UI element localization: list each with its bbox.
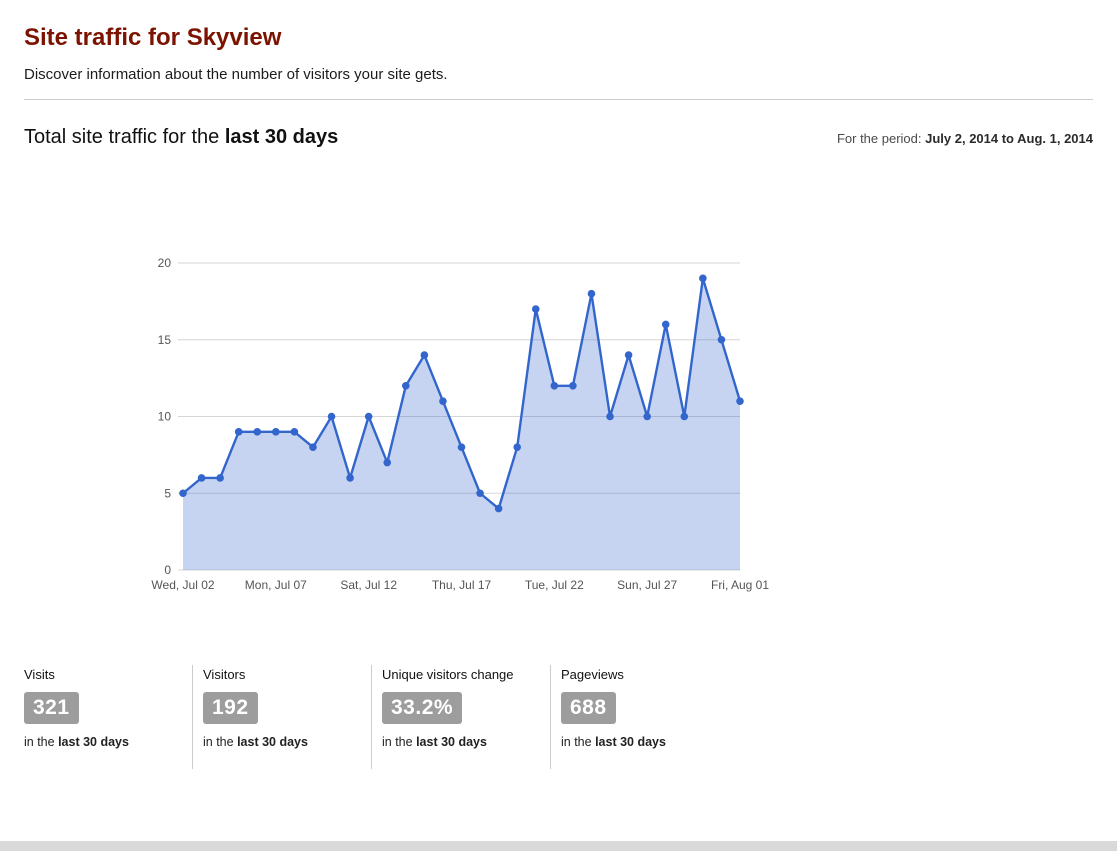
x-axis-label: Thu, Jul 17 [432, 578, 492, 592]
stat-value-badge: 33.2% [382, 692, 463, 724]
data-point [717, 335, 726, 344]
stat-value-badge: 688 [561, 692, 616, 724]
data-point [327, 412, 336, 421]
y-axis-label: 10 [158, 410, 172, 424]
traffic-chart: 0 5 10 15 20 Wed, Jul 02 Mon, Jul 07 Sat, Jul 1… [148, 245, 808, 601]
traffic-area-chart: 0 5 10 15 20 Wed, Jul 02 Mon, Jul 07 Sat, Jul 1… [151, 256, 769, 592]
page-subtitle: Discover information about the number of… [24, 66, 448, 83]
data-point [364, 412, 373, 421]
stats-row: Visits 321 in the last 30 days Visitors … [24, 665, 1093, 769]
y-axis-label: 0 [164, 563, 171, 577]
page-bottom-strip [0, 841, 1117, 851]
data-point [531, 305, 540, 313]
y-axis-label: 20 [158, 256, 172, 270]
data-point [234, 428, 243, 436]
data-point [606, 412, 614, 421]
stat-label: Unique visitors change [382, 667, 514, 682]
data-point [272, 428, 280, 436]
y-axis-label: 15 [158, 333, 172, 347]
data-point [661, 320, 670, 329]
data-point [624, 351, 633, 359]
data-point [290, 428, 299, 436]
data-point [569, 382, 577, 390]
period-text: For the period: July 2, 2014 to Aug. 1, … [837, 131, 1093, 146]
stat-card-visitors: Visitors 192 in the last 30 days [192, 665, 371, 769]
stat-caption: in the last 30 days [561, 735, 666, 749]
data-point [457, 443, 466, 451]
data-point [253, 428, 262, 436]
section-heading: Total site traffic for the last 30 days [24, 126, 338, 149]
data-point [643, 412, 651, 421]
data-point [736, 397, 744, 405]
stat-caption: in the last 30 days [24, 735, 129, 749]
data-point [346, 474, 354, 482]
stat-label: Visitors [203, 667, 246, 682]
area-fill [183, 278, 740, 570]
data-point [699, 274, 707, 283]
stat-card-pageviews: Pageviews 688 in the last 30 days [550, 665, 729, 769]
x-axis-label: Wed, Jul 02 [151, 578, 214, 592]
stat-value-badge: 192 [203, 692, 258, 724]
data-point [216, 474, 224, 482]
header-divider [24, 99, 1093, 100]
data-point [439, 397, 447, 405]
stat-value-badge: 321 [24, 692, 79, 724]
section-heading-range: last 30 days [224, 126, 339, 148]
stat-caption: in the last 30 days [382, 735, 487, 749]
data-point [197, 474, 206, 482]
y-axis-label: 5 [164, 486, 171, 500]
data-point [494, 504, 503, 513]
data-point [476, 489, 484, 498]
stat-card-visits: Visits 321 in the last 30 days [24, 665, 192, 769]
x-axis-label: Tue, Jul 22 [525, 578, 584, 592]
stat-label: Visits [24, 667, 55, 682]
stat-card-unique-visitors-change: Unique visitors change 33.2% in the last… [371, 665, 550, 769]
data-point [402, 382, 410, 390]
data-point [680, 412, 689, 421]
data-point [587, 289, 596, 298]
data-point [179, 489, 187, 498]
x-axis-label: Sun, Jul 27 [617, 578, 677, 592]
x-axis-label: Mon, Jul 07 [245, 578, 307, 592]
page-title: Site traffic for Skyview [24, 24, 282, 51]
data-point [513, 443, 521, 451]
stat-label: Pageviews [561, 667, 624, 682]
site-traffic-page: Site traffic for Skyview Discover inform… [24, 24, 1093, 769]
section-header: Total site traffic for the last 30 days … [24, 126, 1093, 149]
x-axis-label: Fri, Aug 01 [711, 578, 769, 592]
data-point [550, 382, 559, 390]
x-axis-label: Sat, Jul 12 [340, 578, 397, 592]
data-point [420, 351, 429, 359]
data-point [309, 443, 317, 451]
stat-caption: in the last 30 days [203, 735, 308, 749]
section-heading-prefix: Total site traffic for the [24, 126, 225, 148]
data-point [383, 458, 392, 467]
period-value: July 2, 2014 to Aug. 1, 2014 [925, 131, 1093, 146]
period-label: For the period: [836, 131, 926, 146]
